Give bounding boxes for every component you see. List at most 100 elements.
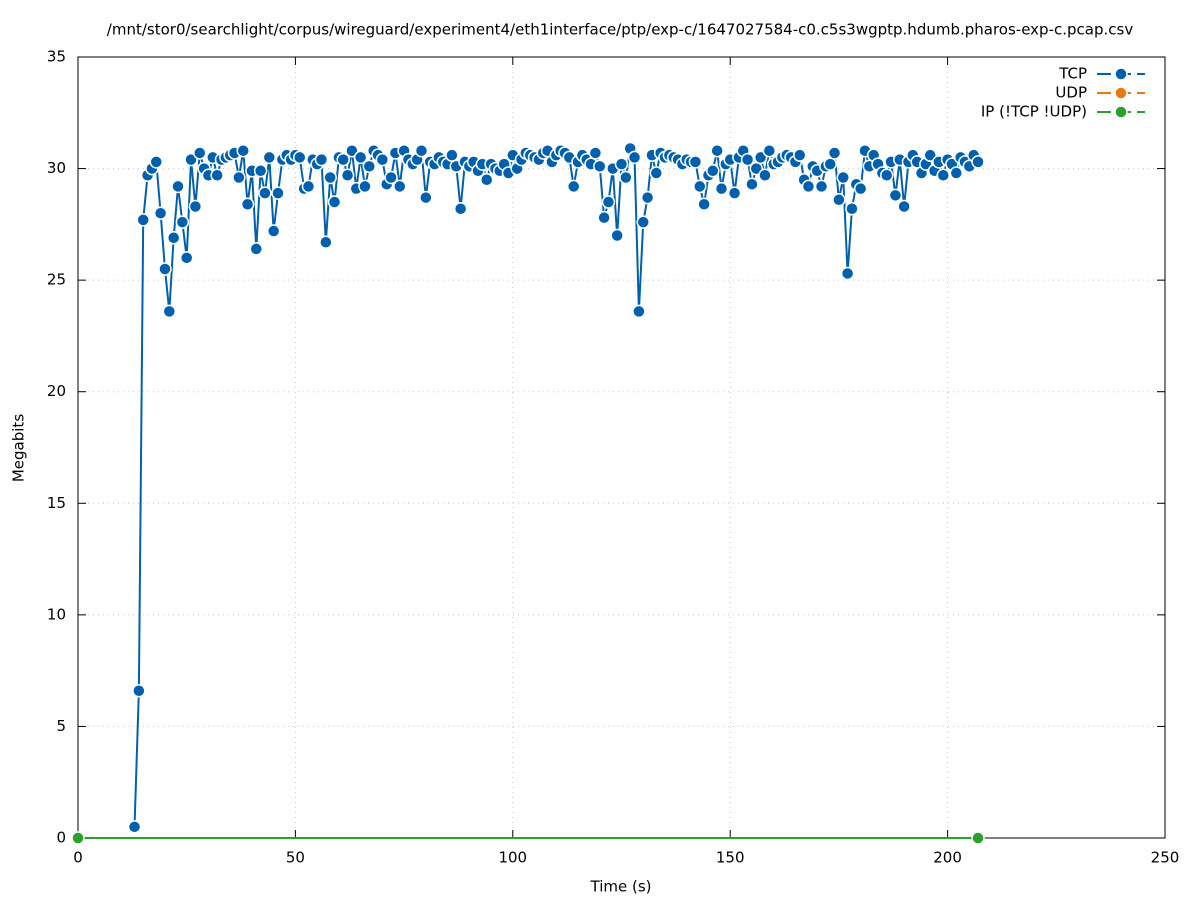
data-point (253, 164, 268, 178)
data-point (175, 215, 190, 229)
data-point (936, 168, 951, 183)
data-point (688, 155, 703, 169)
data-point (745, 177, 759, 191)
data-point (971, 831, 985, 845)
y-tick-label: 10 (47, 605, 66, 623)
data-point (266, 224, 281, 238)
data-point (301, 179, 316, 194)
data-point (601, 195, 616, 209)
data-point (710, 143, 724, 158)
legend-label: TCP (1058, 65, 1087, 83)
data-point (384, 170, 398, 185)
data-point (375, 152, 390, 167)
x-tick-label: 0 (73, 849, 83, 867)
data-point (853, 181, 868, 196)
data-point (614, 157, 629, 171)
y-tick-label: 30 (47, 159, 66, 177)
data-point (588, 146, 603, 160)
y-tick-label: 5 (56, 717, 66, 735)
data-point (232, 170, 246, 185)
data-point (706, 164, 720, 178)
data-point (127, 820, 142, 834)
data-point (453, 201, 468, 216)
x-tick-label: 150 (716, 849, 745, 867)
y-tick-label: 20 (47, 382, 66, 400)
data-point (566, 179, 581, 194)
data-point (971, 155, 985, 169)
data-point (353, 150, 368, 165)
data-point (362, 159, 377, 174)
data-point (727, 186, 742, 200)
data-point (479, 172, 494, 187)
data-point (188, 199, 203, 214)
data-point (249, 242, 264, 256)
data-point (292, 150, 307, 165)
chart-title: /mnt/stor0/searchlight/corpus/wireguard/… (107, 21, 1134, 39)
y-axis-label: Megabits (10, 414, 28, 482)
x-tick-label: 50 (286, 849, 305, 867)
data-point (740, 152, 755, 167)
x-tick-label: 250 (1151, 849, 1180, 867)
legend-marker (1114, 86, 1128, 100)
data-point (336, 152, 350, 167)
data-point (240, 197, 255, 212)
x-axis-label: Time (s) (590, 878, 652, 896)
data-point (262, 150, 277, 165)
legend-marker (1114, 105, 1128, 119)
data-point (949, 166, 964, 180)
data-point (814, 179, 829, 194)
data-point (323, 170, 337, 185)
data-point (801, 179, 816, 194)
data-point (393, 179, 407, 194)
data-point (162, 304, 177, 319)
data-point (636, 215, 650, 229)
data-point (71, 831, 85, 845)
data-point (823, 157, 837, 171)
legend-marker (1114, 67, 1128, 81)
data-point (271, 186, 285, 200)
data-point (184, 152, 198, 167)
data-point (597, 210, 611, 225)
y-tick-label: 25 (47, 271, 66, 289)
data-point (414, 143, 429, 158)
data-point (132, 683, 146, 698)
data-point (640, 190, 655, 205)
data-point (258, 186, 272, 200)
data-point (693, 179, 707, 194)
data-point (153, 206, 168, 220)
data-point (319, 235, 333, 249)
data-point (158, 262, 172, 276)
legend-label: IP (!TCP !UDP) (981, 103, 1087, 121)
data-point (832, 193, 846, 207)
data-point (632, 304, 646, 319)
data-point (345, 143, 359, 158)
data-point (753, 150, 768, 165)
data-point (419, 190, 433, 205)
data-point (610, 228, 624, 243)
data-point (136, 213, 150, 227)
data-point (879, 168, 894, 183)
data-point (697, 197, 711, 212)
data-point (793, 148, 807, 162)
data-point (192, 146, 207, 160)
data-point (445, 148, 459, 162)
data-point (358, 179, 372, 194)
data-point (649, 166, 664, 180)
data-point (619, 170, 633, 185)
x-tick-label: 200 (933, 849, 962, 867)
data-point (827, 146, 842, 160)
data-point (340, 168, 355, 183)
data-point (627, 150, 642, 165)
data-point (236, 143, 250, 158)
y-tick-label: 15 (47, 494, 66, 512)
data-point (171, 179, 185, 194)
data-point (845, 201, 859, 216)
data-point (923, 148, 937, 162)
x-tick-label: 100 (498, 849, 527, 867)
data-point (166, 230, 181, 245)
legend-label: UDP (1055, 84, 1087, 102)
data-point (149, 155, 164, 169)
y-tick-label: 0 (56, 829, 66, 847)
